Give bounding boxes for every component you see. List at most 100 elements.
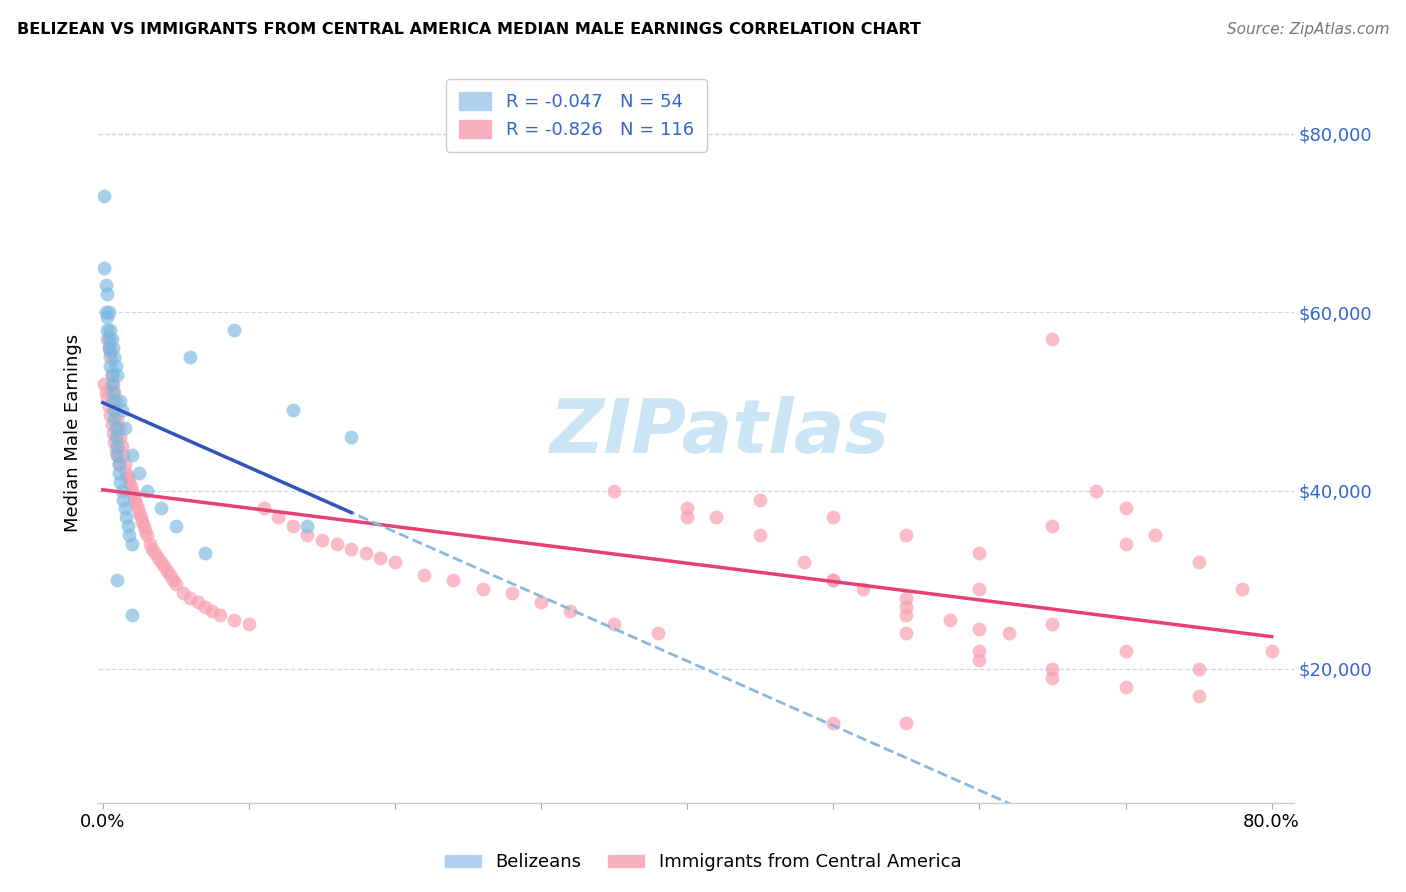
Point (252, 501, 274, 516)
Point (107, 573, 129, 587)
Point (172, 586, 194, 600)
Point (96, 310, 118, 324)
Point (121, 608, 143, 623)
Point (749, 492, 772, 507)
Point (297, 519, 319, 533)
Point (647, 626, 669, 640)
Point (896, 599, 918, 614)
Point (896, 626, 918, 640)
Point (1085, 483, 1108, 498)
Point (1115, 501, 1137, 516)
Point (793, 555, 815, 569)
Text: Source: ZipAtlas.com: Source: ZipAtlas.com (1226, 22, 1389, 37)
Point (107, 439, 129, 453)
Point (135, 528, 157, 542)
Point (148, 550, 170, 565)
Point (145, 546, 167, 560)
Point (114, 457, 136, 471)
Point (131, 515, 153, 529)
Point (1042, 671, 1064, 685)
Point (103, 385, 125, 400)
Point (97, 341, 120, 355)
Point (128, 466, 150, 480)
Point (749, 528, 772, 542)
Point (93, 376, 115, 391)
Point (107, 368, 129, 382)
Point (108, 466, 131, 480)
Point (134, 524, 156, 538)
Point (706, 510, 728, 524)
Point (823, 510, 845, 524)
Point (100, 376, 122, 391)
Point (135, 483, 157, 498)
Point (127, 501, 149, 516)
Point (1115, 537, 1137, 551)
Point (969, 644, 991, 658)
Point (340, 541, 363, 556)
Point (896, 608, 918, 623)
Point (104, 359, 127, 373)
Point (281, 519, 304, 533)
Point (201, 604, 224, 618)
Point (98, 323, 121, 337)
Point (100, 417, 122, 431)
Point (96, 332, 118, 346)
Point (194, 599, 217, 614)
Point (101, 394, 124, 409)
Point (121, 448, 143, 462)
Point (141, 541, 163, 556)
Point (1187, 555, 1209, 569)
Point (1042, 519, 1064, 533)
Point (150, 501, 173, 516)
Point (111, 403, 134, 417)
Point (97, 341, 120, 355)
Point (603, 483, 626, 498)
Point (94, 278, 117, 293)
Point (560, 604, 582, 618)
Point (94, 305, 117, 319)
Point (311, 533, 333, 547)
Point (120, 479, 142, 493)
Point (1042, 332, 1064, 346)
Legend: R = -0.047   N = 54, R = -0.826   N = 116: R = -0.047 N = 54, R = -0.826 N = 116 (446, 78, 707, 152)
Legend: Belizeans, Immigrants from Central America: Belizeans, Immigrants from Central Ameri… (437, 847, 969, 879)
Point (969, 582, 991, 596)
Point (823, 573, 845, 587)
Point (115, 466, 138, 480)
Point (851, 582, 873, 596)
Point (281, 403, 304, 417)
Point (238, 617, 260, 632)
Point (501, 586, 523, 600)
Text: BELIZEAN VS IMMIGRANTS FROM CENTRAL AMERICA MEDIAN MALE EARNINGS CORRELATION CHA: BELIZEAN VS IMMIGRANTS FROM CENTRAL AMER… (17, 22, 921, 37)
Point (114, 421, 136, 435)
Point (98, 359, 121, 373)
Y-axis label: Median Male Earnings: Median Male Earnings (65, 334, 83, 532)
Point (110, 394, 132, 409)
Point (111, 439, 134, 453)
Point (823, 573, 845, 587)
Point (1143, 528, 1166, 542)
Point (1187, 662, 1209, 676)
Point (124, 492, 146, 507)
Point (110, 475, 132, 489)
Point (103, 412, 125, 426)
Point (110, 430, 132, 444)
Point (121, 483, 143, 498)
Point (1115, 680, 1137, 694)
Point (896, 591, 918, 605)
Point (1042, 662, 1064, 676)
Point (118, 528, 141, 542)
Point (156, 564, 179, 578)
Point (150, 555, 173, 569)
Point (165, 519, 187, 533)
Point (153, 559, 176, 574)
Point (100, 332, 122, 346)
Point (112, 448, 135, 462)
Point (104, 421, 127, 435)
Point (96, 390, 118, 404)
Point (896, 715, 918, 730)
Point (108, 421, 131, 435)
Point (325, 537, 347, 551)
Point (267, 510, 290, 524)
Point (340, 430, 363, 444)
